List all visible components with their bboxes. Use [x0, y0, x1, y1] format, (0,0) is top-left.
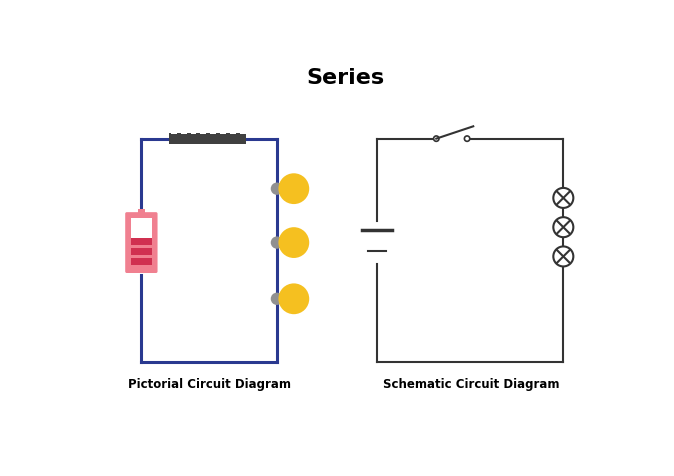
Circle shape [553, 247, 574, 267]
Bar [131, 218, 152, 243]
Circle shape [271, 183, 283, 196]
Circle shape [278, 228, 309, 258]
Text: Pictorial Circuit Diagram: Pictorial Circuit Diagram [127, 377, 290, 390]
Circle shape [271, 293, 283, 305]
Bar [181, 129, 187, 135]
Circle shape [553, 218, 574, 238]
Circle shape [271, 237, 283, 249]
Bar [131, 239, 152, 246]
Text: Schematic Circuit Diagram: Schematic Circuit Diagram [383, 377, 559, 390]
Circle shape [464, 137, 470, 142]
Circle shape [278, 284, 309, 315]
Bar [137, 209, 145, 215]
Bar [200, 129, 206, 135]
Bar [169, 134, 246, 145]
Text: Series: Series [307, 68, 384, 88]
Circle shape [553, 188, 574, 208]
Circle shape [278, 174, 309, 205]
FancyBboxPatch shape [125, 213, 158, 273]
Bar [220, 129, 226, 135]
Circle shape [433, 137, 439, 142]
Bar [210, 129, 216, 135]
Bar [240, 129, 246, 135]
Bar [131, 259, 152, 266]
Bar [171, 129, 177, 135]
Bar [230, 129, 236, 135]
Bar [131, 249, 152, 256]
Bar [191, 129, 196, 135]
